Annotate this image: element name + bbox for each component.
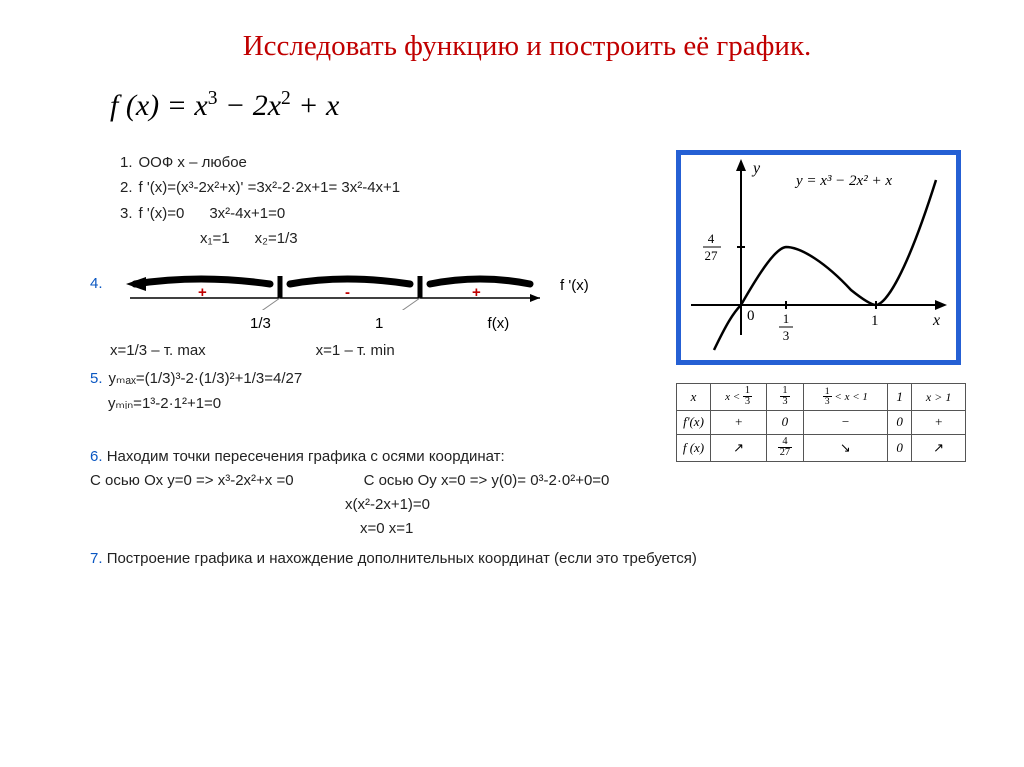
svg-text:27: 27 — [705, 248, 719, 263]
sign-line-labels: 1/3 1 f(x) — [120, 312, 620, 335]
svg-text:0: 0 — [747, 308, 755, 324]
sign-line-diagram: 4. + - + f '(x) — [120, 254, 610, 310]
page-title: Исследовать функцию и построить её графи… — [90, 30, 964, 63]
svg-text:1: 1 — [783, 311, 790, 326]
main-formula: f (x) = x3 − 2x2 + x — [110, 88, 964, 123]
arrow-up-icon — [933, 440, 944, 455]
arrow-up-icon — [733, 440, 744, 455]
arrow-down-icon — [840, 440, 851, 455]
svg-text:y = x³ − 2x² + x: y = x³ − 2x² + x — [794, 173, 892, 189]
bottom-steps: 6. Находим точки пересечения графика с о… — [90, 445, 964, 571]
svg-text:4: 4 — [708, 231, 715, 246]
svg-text:1: 1 — [871, 313, 879, 329]
svg-text:x: x — [932, 312, 940, 329]
svg-text:y: y — [751, 160, 761, 177]
steps-list: 1.ООФ х – любое 2.f '(x)=(x³-2x²+x)' =3x… — [90, 151, 620, 415]
function-graph: y x y = x³ − 2x² + x 0 1 4 27 1 3 — [676, 150, 961, 365]
svg-text:3: 3 — [783, 328, 790, 343]
sign-table: x x < 13 13 13 < x < 1 1 x > 1 f'(x) + 0… — [676, 383, 966, 462]
